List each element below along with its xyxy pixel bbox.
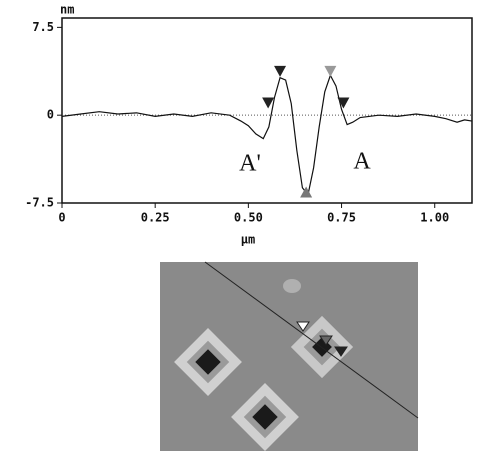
cursor-marker <box>274 66 286 77</box>
profile-line <box>62 75 472 194</box>
x-tick-label: 0.75 <box>327 211 356 225</box>
x-tick-label: 0.50 <box>234 211 263 225</box>
plot-frame <box>62 18 472 203</box>
y-tick-label: -7.5 <box>25 196 54 210</box>
x-tick-label: 0 <box>58 211 65 225</box>
figure: nm μm A' A -7.5 0 7.5 0 0.25 0.50 0.75 1.00 <box>0 0 477 451</box>
cursor-marker <box>337 97 349 108</box>
annotation: A <box>353 149 371 175</box>
y-tick-label: 7.5 <box>32 20 54 34</box>
x-tick-label: 1.00 <box>420 211 449 225</box>
annotation: A' <box>239 151 261 177</box>
x-tick-label: 0.25 <box>141 211 170 225</box>
afm-image <box>160 262 418 451</box>
y-tick-label: 0 <box>47 108 54 122</box>
cursor-marker <box>324 66 336 77</box>
y-unit: nm <box>60 3 74 17</box>
page: nm μm A' A -7.507.500.250.500.751.00 (()… <box>0 0 477 451</box>
x-unit: μm <box>241 233 255 247</box>
